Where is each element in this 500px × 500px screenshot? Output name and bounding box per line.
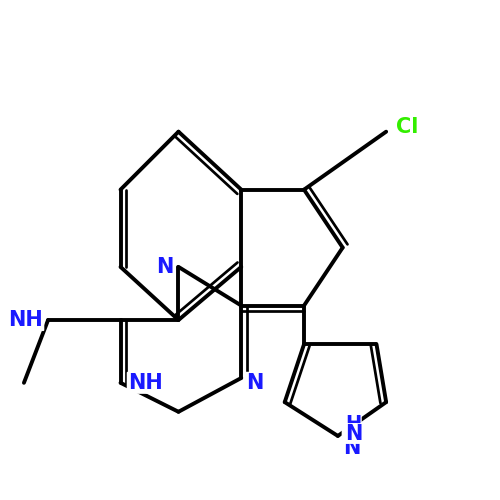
Text: NH: NH [128, 373, 162, 393]
Text: N: N [156, 257, 174, 277]
Text: H: H [345, 414, 362, 434]
Text: Cl: Cl [396, 117, 418, 137]
Text: H
N: H N [342, 414, 360, 458]
Text: NH: NH [8, 310, 43, 330]
Text: N: N [246, 373, 264, 393]
Text: N: N [345, 424, 362, 444]
